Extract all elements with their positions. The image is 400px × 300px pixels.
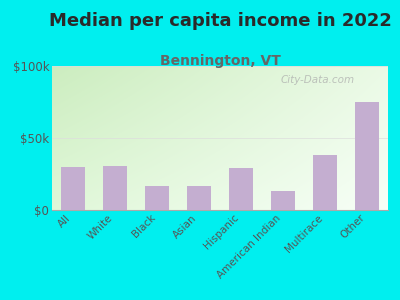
Bar bbox=[146, 185, 168, 210]
Text: Median per capita income in 2022: Median per capita income in 2022 bbox=[48, 12, 392, 30]
Bar bbox=[230, 168, 252, 210]
Bar bbox=[104, 166, 126, 210]
Bar bbox=[62, 167, 84, 210]
Bar bbox=[272, 191, 294, 210]
Bar bbox=[188, 185, 210, 210]
Text: Bennington, VT: Bennington, VT bbox=[160, 54, 280, 68]
Bar bbox=[356, 102, 378, 210]
Text: City-Data.com: City-Data.com bbox=[280, 75, 355, 85]
Bar bbox=[314, 155, 336, 210]
